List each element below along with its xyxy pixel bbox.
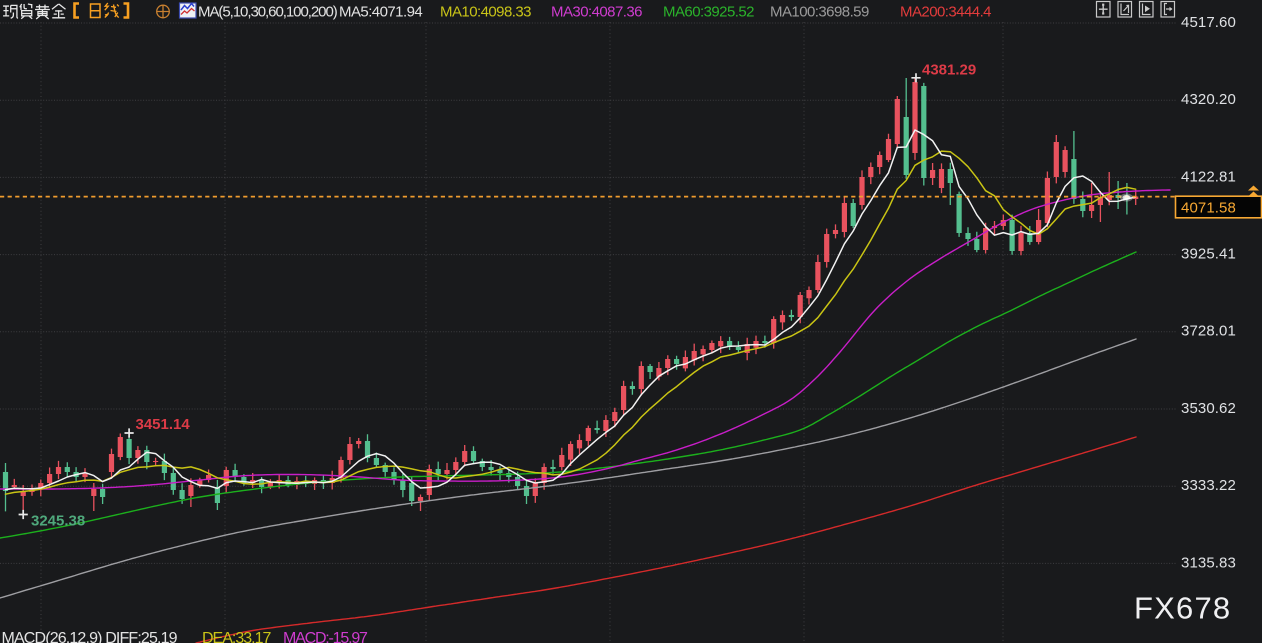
svg-text:4517.60: 4517.60 (1181, 14, 1236, 31)
svg-text:MA5:4071.94: MA5:4071.94 (339, 4, 422, 21)
svg-text:MA(5,10,30,60,100,200): MA(5,10,30,60,100,200) (198, 4, 338, 21)
svg-text:3333.22: 3333.22 (1181, 477, 1236, 494)
svg-text:DEA:33.17: DEA:33.17 (202, 630, 271, 643)
svg-text:MA30:4087.36: MA30:4087.36 (551, 4, 642, 21)
svg-text:4122.81: 4122.81 (1181, 168, 1236, 185)
svg-text:FX678: FX678 (1134, 591, 1231, 626)
svg-text:3451.14: 3451.14 (136, 416, 191, 433)
svg-text:MA100:3698.59: MA100:3698.59 (770, 4, 869, 21)
svg-text:4320.20: 4320.20 (1181, 91, 1236, 108)
svg-text:3245.38: 3245.38 (31, 513, 85, 530)
svg-text:MACD(26,12,9) DIFF:25.19: MACD(26,12,9) DIFF:25.19 (2, 630, 178, 643)
svg-text:3135.83: 3135.83 (1181, 554, 1236, 571)
svg-text:3530.62: 3530.62 (1181, 400, 1236, 417)
svg-text:MA200:3444.4: MA200:3444.4 (900, 4, 991, 21)
svg-text:MA10:4098.33: MA10:4098.33 (440, 4, 531, 21)
svg-text:MACD:-15.97: MACD:-15.97 (283, 630, 368, 643)
svg-text:3728.01: 3728.01 (1181, 323, 1236, 340)
svg-text:MA60:3925.52: MA60:3925.52 (663, 4, 754, 21)
svg-text:3925.41: 3925.41 (1181, 246, 1236, 263)
svg-text:4381.29: 4381.29 (922, 62, 976, 79)
svg-text:4071.58: 4071.58 (1181, 200, 1236, 217)
